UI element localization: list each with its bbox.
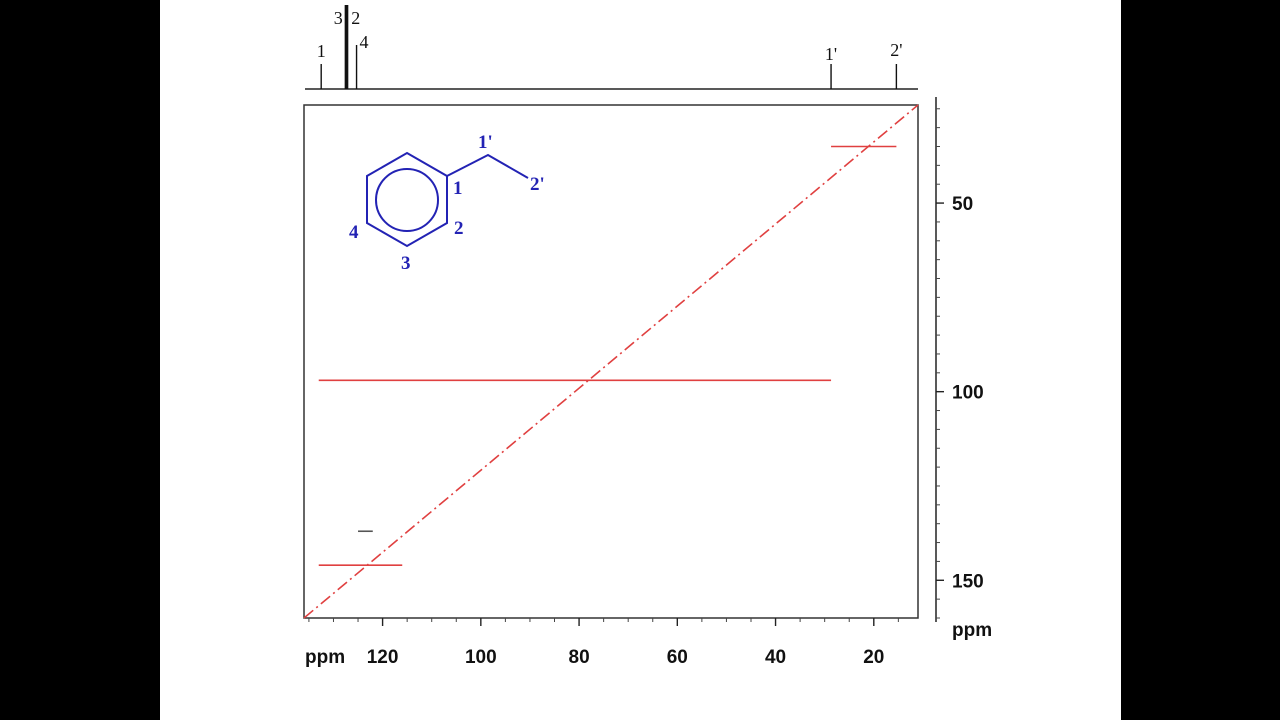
y-tick-label: 50	[952, 194, 973, 215]
slide-background: 1 3 2 4 1' 2' 120 100 80 60 40 20 ppm 50 100 150 ppm…	[160, 0, 1121, 720]
mol-label-1p: 1'	[478, 132, 493, 153]
x-tick-label: 40	[765, 647, 786, 668]
benzene-ring	[366, 151, 448, 248]
aromatic-circle	[375, 168, 439, 232]
x-axis-ticks: 120 100 80 60 40 20	[308, 618, 899, 668]
spectrum-peak-label: 3	[334, 8, 343, 28]
spectrum-peak-label: 1	[317, 41, 326, 61]
x-axis-unit: ppm	[305, 647, 345, 668]
diagonal-line	[303, 104, 919, 619]
mol-label-2p: 2'	[530, 174, 545, 195]
spectrum-peak-label: 2'	[890, 40, 902, 60]
x-tick-label: 20	[863, 647, 884, 668]
mol-label-2: 2	[454, 218, 464, 239]
x-tick-label: 80	[569, 647, 590, 668]
top-spectrum-peaks: 13 24 1' 2'	[317, 5, 903, 89]
y-tick-label: 100	[952, 383, 984, 404]
x-tick-label: 100	[465, 647, 497, 668]
x-tick-label: 60	[667, 647, 688, 668]
spectrum-peak-label: 4	[360, 32, 369, 52]
mol-label-3: 3	[401, 253, 411, 274]
ethyl-chain	[446, 153, 529, 179]
y-axis-unit: ppm	[952, 620, 992, 641]
y-axis-ticks: 50 100 150	[936, 108, 984, 619]
mol-label-1: 1	[453, 178, 463, 199]
spectrum-peak-label: 2	[351, 8, 360, 28]
plot-frame	[303, 104, 919, 619]
mol-label-4: 4	[349, 222, 359, 243]
spectrum-peak-label: 1'	[825, 44, 837, 64]
molecule-structure	[366, 151, 529, 248]
x-tick-label: 120	[367, 647, 399, 668]
y-tick-label: 150	[952, 571, 984, 592]
correlations	[318, 145, 897, 566]
